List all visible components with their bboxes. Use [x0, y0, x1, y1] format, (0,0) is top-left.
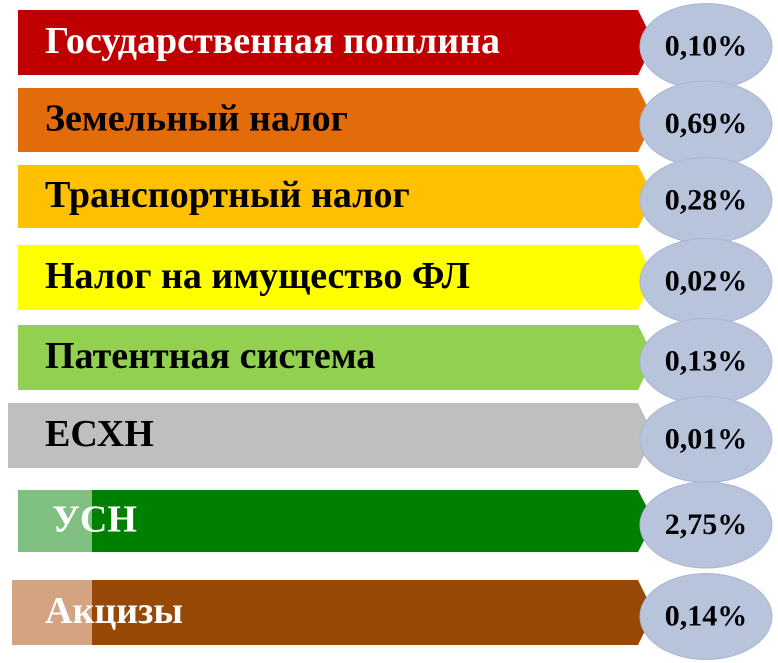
band	[18, 245, 654, 310]
band	[8, 403, 654, 468]
value-label: 0,28%	[665, 183, 748, 216]
band-label: Государственная пошлина	[45, 20, 500, 62]
band-label: ЕСХН	[45, 413, 154, 455]
value-badge	[639, 573, 773, 660]
band-label: Патентная система	[45, 335, 375, 377]
value-label: 0,10%	[665, 29, 748, 62]
band-accent	[18, 490, 92, 552]
band	[18, 490, 654, 552]
band	[18, 10, 654, 75]
band	[18, 165, 654, 228]
value-badge	[639, 481, 773, 569]
band-label: Транспортный налог	[45, 174, 410, 216]
band	[12, 580, 654, 645]
value-label: 2,75%	[665, 508, 748, 541]
value-label: 0,01%	[665, 422, 748, 455]
value-label: 0,02%	[665, 264, 748, 297]
band	[18, 88, 654, 152]
band-label: Земельный налог	[45, 98, 348, 140]
value-label: 0,13%	[665, 344, 748, 377]
band	[18, 325, 654, 390]
band-accent	[12, 580, 92, 645]
value-label: 0,14%	[665, 599, 748, 632]
band-label: Акцизы	[45, 590, 183, 632]
band-label: УСН	[52, 499, 137, 541]
band-label: Налог на имущество ФЛ	[45, 255, 470, 297]
value-label: 0,69%	[665, 107, 748, 140]
